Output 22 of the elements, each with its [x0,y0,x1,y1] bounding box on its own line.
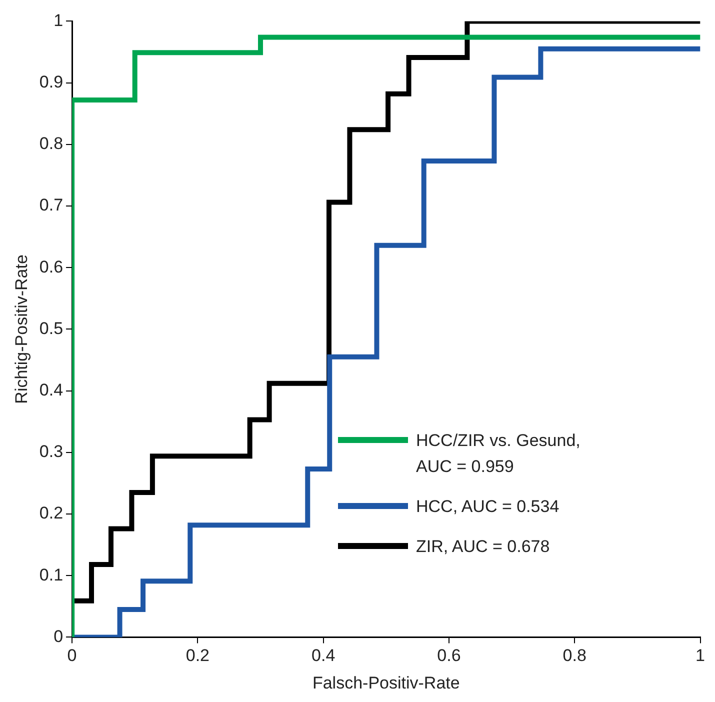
y-tick-label: 0.1 [39,565,64,584]
x-tick-label: 0.4 [312,646,336,666]
y-tick-label: 0.4 [39,380,64,400]
y-tick-label: 0.9 [39,72,64,92]
x-tick-label: 1 [696,646,706,666]
y-tick-label: 0 [54,626,64,646]
legend-label: HCC, AUC = 0.534 [416,496,560,518]
y-tick-label: 0.7 [39,196,64,215]
y-tick-label: 0.6 [39,257,64,276]
y-tick-label: 0.3 [39,442,64,462]
y-tick-label: 0.2 [39,504,64,523]
legend-label: ZIR, AUC = 0.678 [416,536,551,558]
x-tick-label: 0.8 [562,646,586,666]
y-tick-label: 0.5 [39,318,64,338]
x-tick-label: 0.2 [186,646,210,666]
y-axis-title: Richtig-Positiv-Rate [12,254,31,404]
x-tick-label: 0 [67,646,77,666]
y-tick-label: 1 [54,10,64,30]
x-tick-label: 0.6 [437,646,461,666]
legend-label: HCC/ZIR vs. Gesund, AUC = 0.959 [416,430,582,478]
y-tick-label: 0.8 [39,134,64,154]
x-axis-title: Falsch-Positiv-Rate [312,673,460,692]
